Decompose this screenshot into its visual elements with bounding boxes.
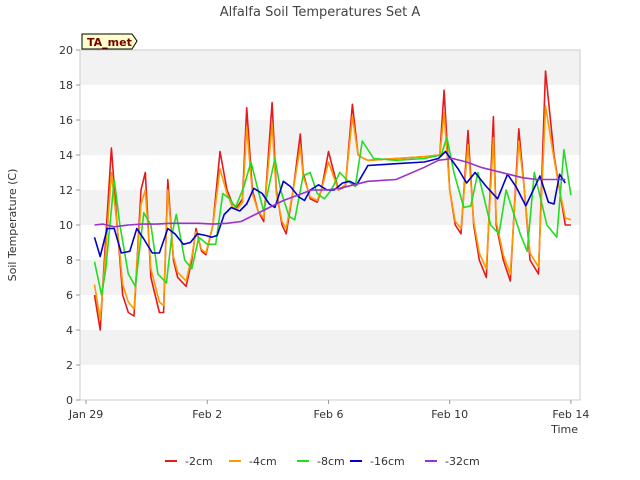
x-axis-ticks: Jan 29 Feb 2 Feb 6 Feb 10 Feb 14 (68, 400, 589, 421)
x-tick-label: Feb 14 (552, 408, 589, 421)
legend: -2cm -4cm -8cm -16cm -32cm (165, 455, 480, 468)
y-tick-label: 16 (59, 114, 73, 127)
legend-label: -4cm (249, 455, 277, 468)
series-lines (93, 70, 572, 331)
legend-item: -16cm (350, 455, 405, 468)
series-line-32cm (94, 157, 566, 228)
grid-band (80, 50, 580, 85)
grid-band (80, 260, 580, 295)
y-tick-label: 4 (66, 324, 73, 337)
legend-label: -8cm (317, 455, 345, 468)
y-axis-ticks: 0 2 4 6 8 10 12 14 16 18 20 (59, 44, 80, 407)
y-tick-label: 20 (59, 44, 73, 57)
legend-item: -32cm (425, 455, 480, 468)
series-line-4cm (93, 105, 572, 321)
badge-shape (81, 33, 138, 50)
chart-title: Alfalfa Soil Temperatures Set A (220, 5, 421, 20)
grid-bands (80, 50, 580, 400)
x-axis-label: Time (550, 423, 578, 436)
y-tick-label: 10 (59, 219, 73, 232)
series-line-16cm (93, 150, 566, 258)
legend-label: -32cm (445, 455, 480, 468)
legend-item: -8cm (297, 455, 345, 468)
badge-label: TA_met (87, 36, 132, 49)
grid-band (80, 155, 580, 190)
x-tick-label: Jan 29 (68, 408, 103, 421)
legend-item: -2cm (165, 455, 213, 468)
y-tick-label: 14 (59, 149, 73, 162)
legend-label: -2cm (185, 455, 213, 468)
x-tick-label: Feb 2 (192, 408, 222, 421)
grid-band (80, 330, 580, 365)
legend-label: -16cm (370, 455, 405, 468)
grid-band (80, 365, 580, 400)
x-tick-label: Feb 10 (431, 408, 468, 421)
grid-band (80, 120, 580, 155)
y-tick-label: 12 (59, 184, 73, 197)
legend-item: -4cm (229, 455, 277, 468)
y-tick-label: 6 (66, 289, 73, 302)
series-line-2cm (93, 70, 571, 331)
series-line-8cm (93, 136, 572, 296)
grid-band (80, 85, 580, 120)
y-tick-label: 2 (66, 359, 73, 372)
y-tick-label: 18 (59, 79, 73, 92)
y-tick-label: 8 (66, 254, 73, 267)
y-axis-label: Soil Temperature (C) (6, 169, 19, 282)
x-tick-label: Feb 6 (313, 408, 343, 421)
ta-met-badge: TA_met (81, 33, 138, 50)
y-tick-label: 0 (66, 394, 73, 407)
grid-band (80, 295, 580, 330)
